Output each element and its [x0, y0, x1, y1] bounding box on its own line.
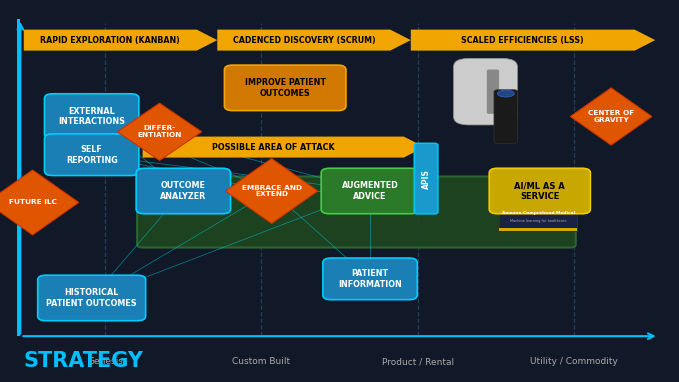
- Text: Genesis: Genesis: [88, 357, 123, 366]
- Text: Product / Rental: Product / Rental: [382, 357, 454, 366]
- Polygon shape: [570, 88, 652, 145]
- Polygon shape: [24, 29, 217, 50]
- FancyBboxPatch shape: [454, 58, 517, 125]
- Text: AUGMENTED
ADVICE: AUGMENTED ADVICE: [342, 181, 399, 201]
- Text: FUTURE ILC: FUTURE ILC: [9, 199, 56, 206]
- FancyBboxPatch shape: [487, 70, 499, 114]
- Bar: [499, 228, 577, 231]
- FancyBboxPatch shape: [38, 275, 146, 321]
- FancyBboxPatch shape: [489, 168, 591, 214]
- Bar: [17, 19, 20, 336]
- Text: HISTORICAL
PATIENT OUTCOMES: HISTORICAL PATIENT OUTCOMES: [46, 288, 137, 308]
- Text: DIFFER-
ENTIATION: DIFFER- ENTIATION: [137, 125, 182, 138]
- Text: PATIENT
INFORMATION: PATIENT INFORMATION: [338, 269, 402, 289]
- Text: SELF
REPORTING: SELF REPORTING: [66, 145, 117, 165]
- Text: EXTERNAL
INTERACTIONS: EXTERNAL INTERACTIONS: [58, 107, 125, 126]
- Text: EMBRACE AND
EXTEND: EMBRACE AND EXTEND: [242, 185, 301, 197]
- FancyBboxPatch shape: [321, 168, 419, 214]
- FancyBboxPatch shape: [45, 134, 139, 175]
- Bar: [499, 204, 577, 231]
- Text: POSSIBLE AREA OF ATTACK: POSSIBLE AREA OF ATTACK: [212, 142, 335, 152]
- Text: OUTCOME
ANALYZER: OUTCOME ANALYZER: [160, 181, 206, 201]
- Polygon shape: [117, 103, 202, 160]
- Text: SCALED EFFICIENCIES (LSS): SCALED EFFICIENCIES (LSS): [462, 36, 584, 45]
- FancyBboxPatch shape: [224, 65, 346, 111]
- Text: Utility / Commodity: Utility / Commodity: [530, 357, 618, 366]
- Ellipse shape: [497, 90, 515, 97]
- FancyBboxPatch shape: [494, 90, 518, 143]
- Polygon shape: [217, 29, 411, 50]
- FancyBboxPatch shape: [137, 176, 576, 248]
- Text: CENTER OF
GRAVITY: CENTER OF GRAVITY: [588, 110, 634, 123]
- Text: APIS: APIS: [422, 168, 430, 189]
- FancyBboxPatch shape: [414, 143, 438, 214]
- Text: Machine learning for healthcare: Machine learning for healthcare: [510, 219, 566, 223]
- Text: CADENCED DISCOVERY (SCRUM): CADENCED DISCOVERY (SCRUM): [232, 36, 375, 45]
- FancyBboxPatch shape: [45, 94, 139, 139]
- Text: IMPROVE PATIENT
OUTCOMES: IMPROVE PATIENT OUTCOMES: [244, 78, 326, 98]
- Polygon shape: [0, 170, 79, 235]
- Text: STRATEGY: STRATEGY: [24, 351, 144, 371]
- Polygon shape: [225, 159, 318, 223]
- Polygon shape: [143, 136, 424, 157]
- FancyBboxPatch shape: [136, 168, 231, 214]
- Text: RAPID EXPLORATION (KANBAN): RAPID EXPLORATION (KANBAN): [41, 36, 180, 45]
- Text: Amazon Comprehend Medical: Amazon Comprehend Medical: [502, 211, 574, 215]
- Text: Custom Built: Custom Built: [232, 357, 291, 366]
- Text: AI/ML AS A
SERVICE: AI/ML AS A SERVICE: [515, 181, 565, 201]
- Polygon shape: [411, 29, 655, 50]
- FancyBboxPatch shape: [323, 258, 417, 299]
